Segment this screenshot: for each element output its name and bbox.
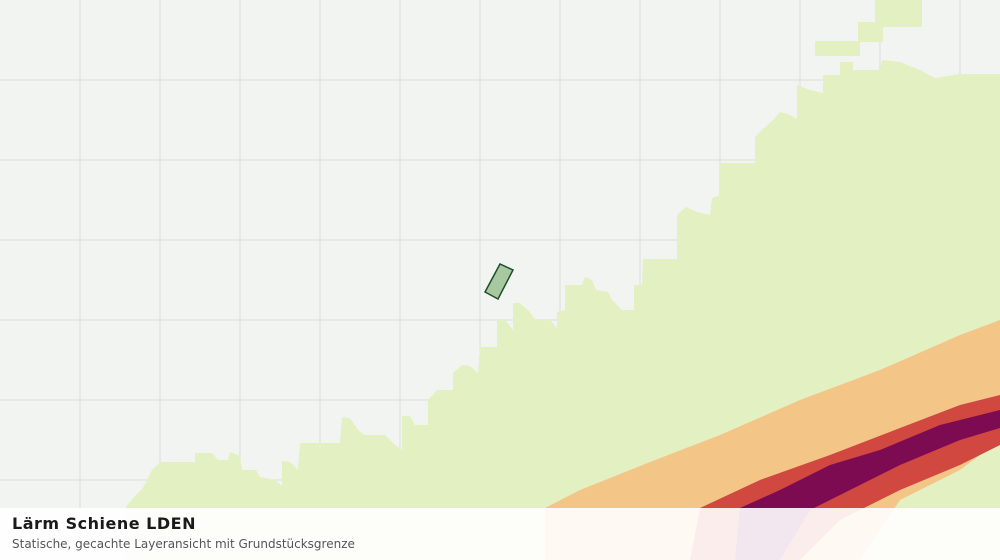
layer-title: Lärm Schiene LDEN bbox=[12, 514, 196, 533]
parcel-boundary[interactable] bbox=[483, 263, 515, 301]
layer-subtitle: Statische, gecachte Layeransicht mit Gru… bbox=[12, 537, 355, 551]
noise-zone-medium bbox=[545, 320, 1000, 560]
caption-panel bbox=[0, 508, 1000, 560]
